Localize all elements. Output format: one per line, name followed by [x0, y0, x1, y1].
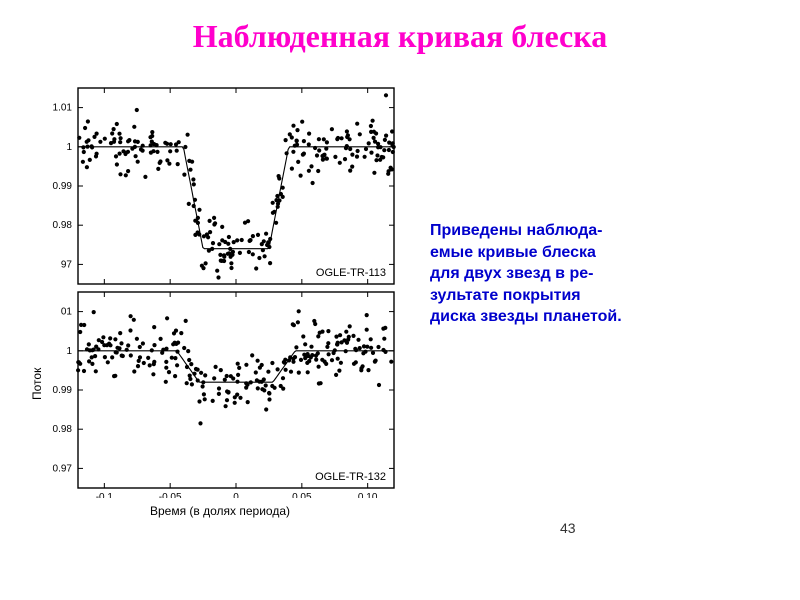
svg-text:0.10: 0.10 — [358, 492, 378, 498]
svg-text:1: 1 — [66, 346, 72, 357]
svg-text:97: 97 — [61, 259, 73, 270]
light-curve-chart: 97 0.98 0.99 1 1.01 OGLE-TR-113 0.97 0.98 0.99 1 0… — [32, 78, 402, 498]
svg-text:0.05: 0.05 — [292, 492, 312, 498]
svg-text:1.01: 1.01 — [53, 103, 73, 114]
svg-text:01: 01 — [61, 307, 73, 318]
page-title: Наблюденная кривая блеска — [0, 18, 800, 55]
x-axis-label: Время (в долях периода) — [150, 504, 290, 518]
svg-text:0.98: 0.98 — [53, 424, 73, 435]
svg-text:OGLE-TR-113: OGLE-TR-113 — [316, 267, 386, 279]
svg-text:OGLE-TR-132: OGLE-TR-132 — [315, 471, 386, 483]
svg-text:-0.05: -0.05 — [159, 492, 182, 498]
svg-text:1: 1 — [66, 142, 72, 153]
y-axis-label: Поток — [30, 368, 44, 400]
description-text: Приведены наблюда-емые кривые блескадля … — [430, 220, 780, 328]
svg-text:0.98: 0.98 — [53, 220, 73, 231]
svg-text:0.99: 0.99 — [53, 181, 73, 192]
svg-text:-0.1: -0.1 — [96, 492, 114, 498]
page-number: 43 — [560, 520, 576, 536]
svg-text:0.97: 0.97 — [53, 463, 73, 474]
svg-text:0: 0 — [233, 492, 239, 498]
svg-text:0.99: 0.99 — [53, 385, 73, 396]
